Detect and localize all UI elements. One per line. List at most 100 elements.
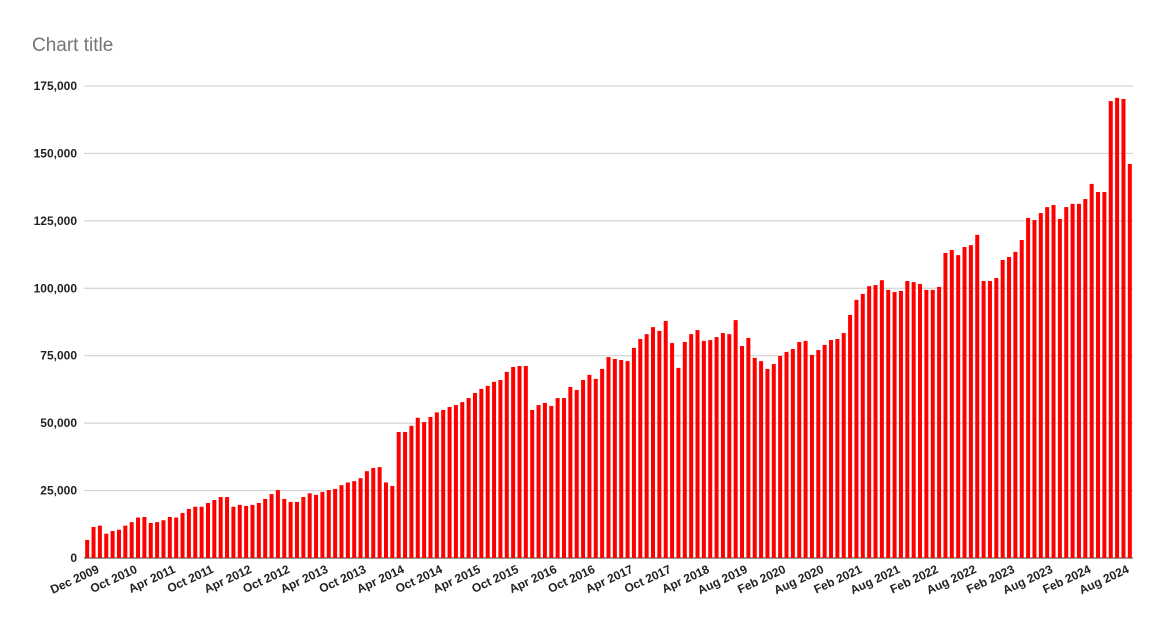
bar — [301, 497, 306, 558]
bar — [1038, 213, 1043, 558]
bar — [1127, 163, 1132, 558]
bar — [606, 357, 611, 558]
bar — [1026, 217, 1031, 558]
bar — [193, 506, 198, 558]
bar — [447, 406, 452, 558]
bar — [1121, 98, 1126, 558]
bar — [104, 533, 109, 558]
bar — [733, 320, 738, 558]
bar — [663, 320, 668, 558]
bar — [453, 405, 458, 558]
bar — [619, 360, 624, 558]
bar — [85, 539, 90, 558]
bar — [581, 379, 586, 558]
bar — [136, 517, 141, 558]
bar — [225, 497, 230, 558]
bar — [275, 490, 280, 558]
bar — [1032, 220, 1037, 558]
bar — [326, 490, 331, 558]
bar — [288, 501, 293, 558]
bar — [333, 488, 338, 558]
bar — [587, 374, 592, 558]
bar — [263, 498, 268, 558]
bar — [110, 531, 115, 558]
bar — [91, 526, 96, 558]
bar — [155, 522, 160, 558]
bar — [116, 529, 121, 558]
bar — [689, 334, 694, 558]
bar — [555, 398, 560, 558]
bar — [250, 504, 255, 558]
bar — [943, 252, 948, 559]
bar — [282, 498, 287, 558]
bar — [790, 348, 795, 558]
bar — [1076, 203, 1081, 558]
bar — [803, 340, 808, 558]
bar — [536, 405, 541, 558]
bar — [962, 247, 967, 559]
bar — [498, 379, 503, 558]
bar — [1019, 240, 1024, 559]
bar — [161, 520, 166, 558]
bar — [517, 365, 522, 558]
bar — [1007, 256, 1012, 558]
bar — [740, 346, 745, 558]
bar — [981, 281, 986, 558]
bar — [841, 333, 846, 558]
bar — [339, 485, 344, 558]
bar — [256, 502, 261, 558]
bar — [466, 398, 471, 558]
y-tick-label: 50,000 — [40, 416, 77, 430]
y-tick-label: 25,000 — [40, 484, 77, 498]
bar — [294, 501, 299, 558]
bar — [244, 505, 249, 558]
bar — [968, 245, 973, 559]
bar — [1057, 218, 1062, 558]
bar — [822, 344, 827, 558]
bar — [549, 405, 554, 558]
bar — [625, 361, 630, 558]
bar — [924, 289, 929, 558]
bar — [1070, 203, 1075, 558]
bar — [377, 467, 382, 558]
bar — [670, 343, 675, 558]
bar — [174, 517, 179, 558]
bar — [701, 340, 706, 558]
bar — [918, 283, 923, 558]
bar — [428, 416, 433, 558]
bar — [364, 471, 369, 558]
bar — [829, 340, 834, 558]
bar — [129, 522, 134, 558]
bar — [371, 467, 376, 558]
y-tick-label: 150,000 — [34, 146, 78, 160]
bar — [765, 368, 770, 558]
bar — [542, 402, 547, 558]
bar — [727, 334, 732, 558]
bar — [752, 357, 757, 558]
bar — [199, 506, 204, 558]
bar — [1051, 204, 1056, 558]
bar — [835, 338, 840, 558]
bar — [530, 409, 535, 558]
bar — [593, 378, 598, 558]
bar — [797, 341, 802, 558]
bar — [720, 333, 725, 558]
bar — [898, 290, 903, 558]
bar — [485, 385, 490, 558]
bar — [504, 371, 509, 558]
bar — [441, 409, 446, 558]
bar — [778, 355, 783, 558]
bar — [631, 347, 636, 558]
bar — [612, 358, 617, 558]
bar — [905, 281, 910, 558]
bar — [307, 493, 312, 558]
bar — [492, 381, 497, 558]
bar — [695, 330, 700, 558]
bar — [879, 280, 884, 558]
bar — [320, 491, 325, 558]
bar — [205, 502, 210, 558]
bar — [1096, 191, 1101, 558]
bar — [930, 289, 935, 558]
bar — [269, 494, 274, 558]
bar — [987, 281, 992, 558]
